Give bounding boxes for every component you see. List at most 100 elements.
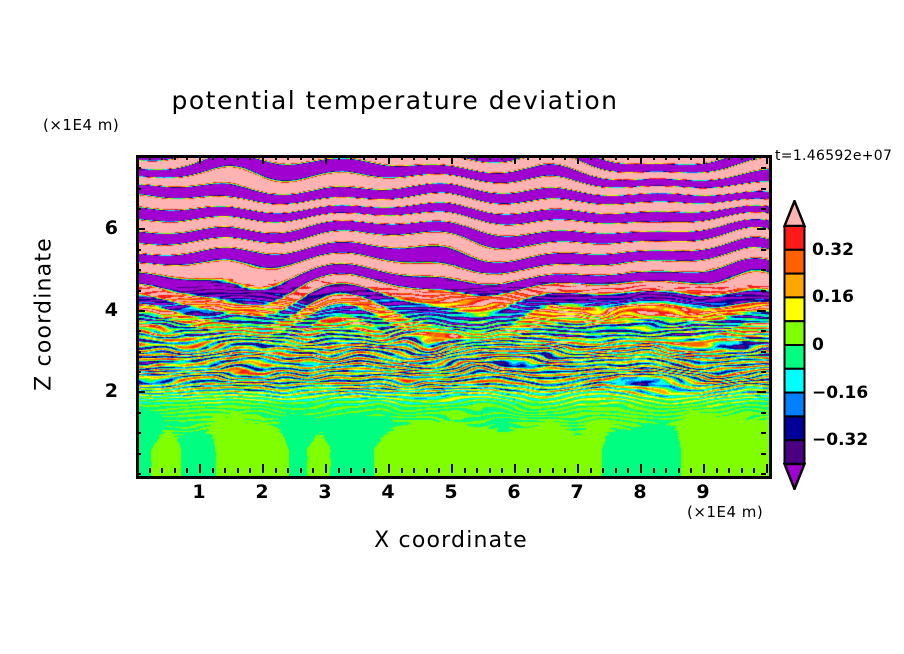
x-major-tick-top — [514, 155, 516, 164]
y-minor-tick — [136, 269, 141, 271]
x-minor-tick — [413, 468, 415, 473]
y-tick-label: 4 — [104, 298, 118, 321]
x-major-tick — [640, 464, 642, 473]
x-minor-tick-top — [149, 155, 151, 160]
y-minor-tick — [136, 330, 141, 332]
colorbar-band — [783, 296, 806, 323]
y-major-tick-right — [757, 391, 766, 393]
x-minor-tick-top — [690, 155, 692, 160]
x-minor-tick — [653, 468, 655, 473]
x-tick-label: 1 — [192, 481, 206, 503]
x-minor-tick — [615, 468, 617, 473]
y-tick-label: 6 — [104, 217, 118, 240]
x-minor-tick — [426, 468, 428, 473]
y-minor-tick — [136, 290, 141, 292]
x-minor-tick-top — [338, 155, 340, 160]
plot-area — [136, 155, 772, 479]
y-axis-unit-label: (×1E4 m) — [43, 116, 120, 134]
x-tick-label: 6 — [507, 481, 521, 503]
y-minor-tick — [136, 473, 141, 475]
x-minor-tick — [489, 468, 491, 473]
y-minor-tick — [136, 453, 141, 455]
x-minor-tick — [212, 468, 214, 473]
y-minor-tick-right — [761, 412, 766, 414]
x-minor-tick-top — [501, 155, 503, 160]
colorbar-band — [783, 439, 806, 465]
x-minor-tick-top — [678, 155, 680, 160]
colorbar — [783, 200, 806, 490]
x-minor-tick-top — [300, 155, 302, 160]
x-tick-label: 2 — [255, 481, 269, 503]
colorbar-band — [783, 391, 806, 418]
x-axis-unit-label: (×1E4 m) — [687, 503, 764, 521]
colorbar-swatches — [783, 200, 806, 490]
x-minor-tick — [690, 468, 692, 473]
colorbar-band — [783, 320, 806, 346]
x-major-tick-top — [703, 155, 705, 164]
y-minor-tick-right — [761, 432, 766, 434]
x-minor-tick — [678, 468, 680, 473]
x-minor-tick-top — [224, 155, 226, 160]
x-major-tick — [388, 464, 390, 473]
x-minor-tick-top — [489, 155, 491, 160]
x-major-tick — [703, 464, 705, 473]
x-minor-tick-top — [552, 155, 554, 160]
x-minor-tick-top — [249, 155, 251, 160]
x-minor-tick — [312, 468, 314, 473]
x-minor-tick — [149, 468, 151, 473]
x-minor-tick-top — [287, 155, 289, 160]
x-minor-tick — [275, 468, 277, 473]
x-tick-label: 3 — [318, 481, 332, 503]
x-minor-tick-top — [653, 155, 655, 160]
x-minor-tick — [716, 468, 718, 473]
x-tick-label: 5 — [444, 481, 458, 503]
colorbar-tick-label: 0.32 — [812, 239, 854, 260]
x-minor-tick — [174, 468, 176, 473]
y-minor-tick — [136, 412, 141, 414]
x-major-tick-top — [199, 155, 201, 164]
x-minor-tick — [728, 468, 730, 473]
x-major-tick-top — [325, 155, 327, 164]
x-minor-tick — [186, 468, 188, 473]
y-major-tick-right — [757, 310, 766, 312]
x-minor-tick — [300, 468, 302, 473]
x-major-tick — [577, 464, 579, 473]
x-minor-tick-top — [401, 155, 403, 160]
x-tick-label: 4 — [381, 481, 395, 503]
x-major-tick-top — [766, 155, 768, 164]
x-minor-tick — [464, 468, 466, 473]
colorbar-band — [783, 225, 806, 251]
y-minor-tick-right — [761, 371, 766, 373]
colorbar-under-arrow — [783, 462, 806, 490]
x-minor-tick — [161, 468, 163, 473]
x-minor-tick-top — [438, 155, 440, 160]
y-minor-tick-right — [761, 188, 766, 190]
x-minor-tick — [741, 468, 743, 473]
x-major-tick — [514, 464, 516, 473]
x-minor-tick — [527, 468, 529, 473]
x-minor-tick-top — [312, 155, 314, 160]
y-minor-tick-right — [761, 330, 766, 332]
x-minor-tick-top — [464, 155, 466, 160]
x-minor-tick — [338, 468, 340, 473]
x-tick-label: 8 — [633, 481, 647, 503]
x-minor-tick — [539, 468, 541, 473]
colorbar-band — [783, 272, 806, 299]
x-minor-tick — [627, 468, 629, 473]
x-minor-tick-top — [375, 155, 377, 160]
x-major-tick-top — [577, 155, 579, 164]
y-minor-tick — [136, 351, 141, 353]
x-minor-tick — [438, 468, 440, 473]
x-minor-tick — [224, 468, 226, 473]
x-minor-tick-top — [564, 155, 566, 160]
x-major-tick — [262, 464, 264, 473]
x-minor-tick-top — [753, 155, 755, 160]
x-major-tick-top — [388, 155, 390, 164]
x-minor-tick-top — [665, 155, 667, 160]
x-major-tick-top — [640, 155, 642, 164]
x-minor-tick-top — [602, 155, 604, 160]
x-major-tick-top — [262, 155, 264, 164]
x-minor-tick-top — [476, 155, 478, 160]
y-minor-tick-right — [761, 351, 766, 353]
